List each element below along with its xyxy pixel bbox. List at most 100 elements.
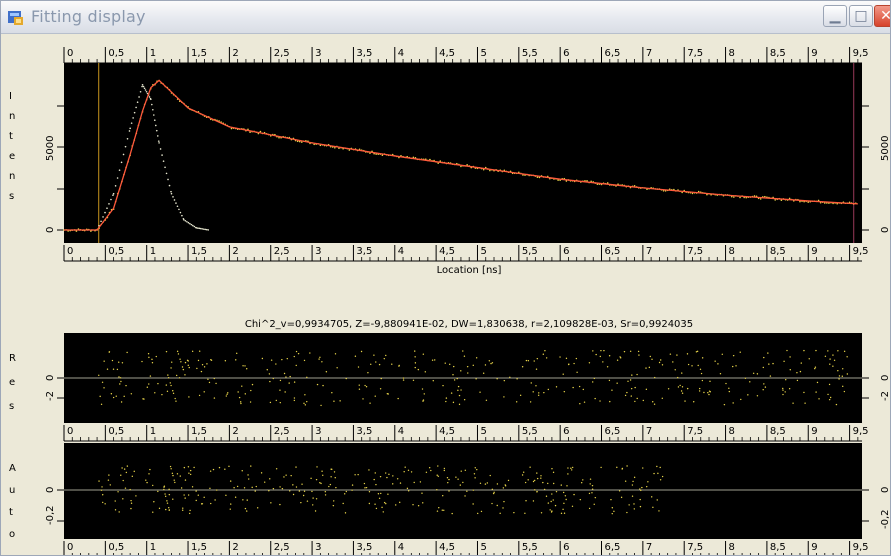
close-button[interactable]: ✕ [874,5,890,27]
maximize-button[interactable]: □ [849,5,873,27]
residual-point [423,393,425,395]
autocorrelation-point [321,470,323,472]
autocorrelation-point [218,466,221,469]
autocorrelation-point [410,471,413,473]
autocorrelation-point [382,511,384,513]
residual-point [603,349,605,352]
residual-point [516,378,518,380]
irf-point [116,177,119,179]
residual-point [431,359,434,361]
autocorrelation-point [319,482,321,484]
residual-point [445,397,448,399]
irf-point [130,122,133,124]
data-point [799,200,801,203]
autocorrelation-point [540,512,543,514]
irf-point [156,135,159,137]
autocorrelation-point [504,484,506,486]
autocorrelation-bottom-ruler-tick-label: 9,5 [853,542,869,553]
autocorrelation-point [374,472,376,474]
irf-point [158,142,160,144]
autocorrelation-bottom-ruler-tick-label: 3,5 [356,542,372,553]
autocorrelation-point [188,512,191,515]
intensity-plot-area[interactable] [64,63,862,243]
residuals-bottom-ruler-tick-label: 6,5 [605,426,621,437]
autocorrelation-point [633,476,636,479]
residual-point [283,372,286,375]
residual-point [542,353,545,355]
autocorrelation-bottom-ruler-tick-label: 0 [67,542,73,553]
residual-point [828,398,831,401]
residuals-bottom-ruler-tick-label: 7 [646,426,652,437]
autocorrelation-right-tick-minus02: -0,2 [880,509,891,529]
autocorrelation-point [243,487,246,489]
autocorrelation-point [121,467,123,469]
residual-point [172,392,175,395]
autocorrelation-bottom-ruler-tick-label: 4,5 [439,542,455,553]
residual-point [732,354,735,357]
residual-point [115,395,117,397]
irf-point [124,145,127,148]
autocorrelation-point [616,466,618,469]
irf-point [164,166,166,169]
residual-point [181,366,184,368]
intensity-bottom-ruler-tick-label: 7 [646,246,652,257]
autocorrelation-point [631,495,634,497]
autocorrelation-point [536,491,538,493]
autocorrelation-point [378,497,381,499]
autocorrelation-point [295,466,297,468]
residual-point [527,359,530,362]
residual-point [198,394,201,397]
irf-point [145,90,148,93]
autocorrelation-bottom-ruler-tick-label: 5,5 [522,542,538,553]
residual-point [490,362,492,365]
autocorrelation-point [486,482,489,484]
data-point [429,158,431,161]
residual-point [565,357,568,360]
autocorrelation-point [564,495,567,497]
data-point [673,188,675,191]
autocorrelation-point [552,471,555,474]
residual-point [654,376,656,379]
residual-point [579,403,581,405]
data-point [381,154,384,157]
residual-point [360,350,363,353]
autocorrelation-point [447,481,449,484]
residual-point [680,390,683,392]
intensity-bottom-ruler-tick-label: 6 [563,246,569,257]
residual-point [796,379,799,382]
title-bar[interactable]: Fitting display ▁ □ ✕ [1,1,890,34]
residual-point [466,365,469,368]
autocorrelation-point [303,490,306,492]
irf-point [189,222,191,225]
autocorrelation-point [525,500,527,502]
residual-point [756,395,759,397]
intensity-bottom-ruler-tick-label: 6,5 [605,246,621,257]
residual-point [120,401,123,403]
residual-point [789,369,791,371]
autocorrelation-point [298,490,301,492]
residual-point [555,386,558,388]
residual-point [126,351,128,354]
autocorrelation-point [388,473,390,476]
data-point [691,192,694,195]
residual-point [179,358,181,360]
irf-point [196,227,199,229]
irf-point [178,208,180,211]
autocorrelation-point [399,501,401,504]
residual-point [772,362,774,365]
irf-point [150,98,152,101]
residual-point [146,386,149,388]
intensity-right-tick-5000: 5000 [880,136,891,161]
autocorrelation-point [639,498,641,501]
residual-point [509,376,511,379]
residual-point [545,357,548,359]
autocorrelation-plot-area[interactable] [64,443,862,539]
intensity-bottom-ruler-tick-label: 3,5 [356,246,372,257]
residual-point [402,377,405,379]
autocorrelation-point [279,503,281,506]
autocorrelation-point [387,493,389,495]
minimize-button[interactable]: ▁ [823,5,847,27]
autocorrelation-point [503,500,505,503]
residual-point [659,359,662,361]
autocorrelation-point [656,499,658,501]
